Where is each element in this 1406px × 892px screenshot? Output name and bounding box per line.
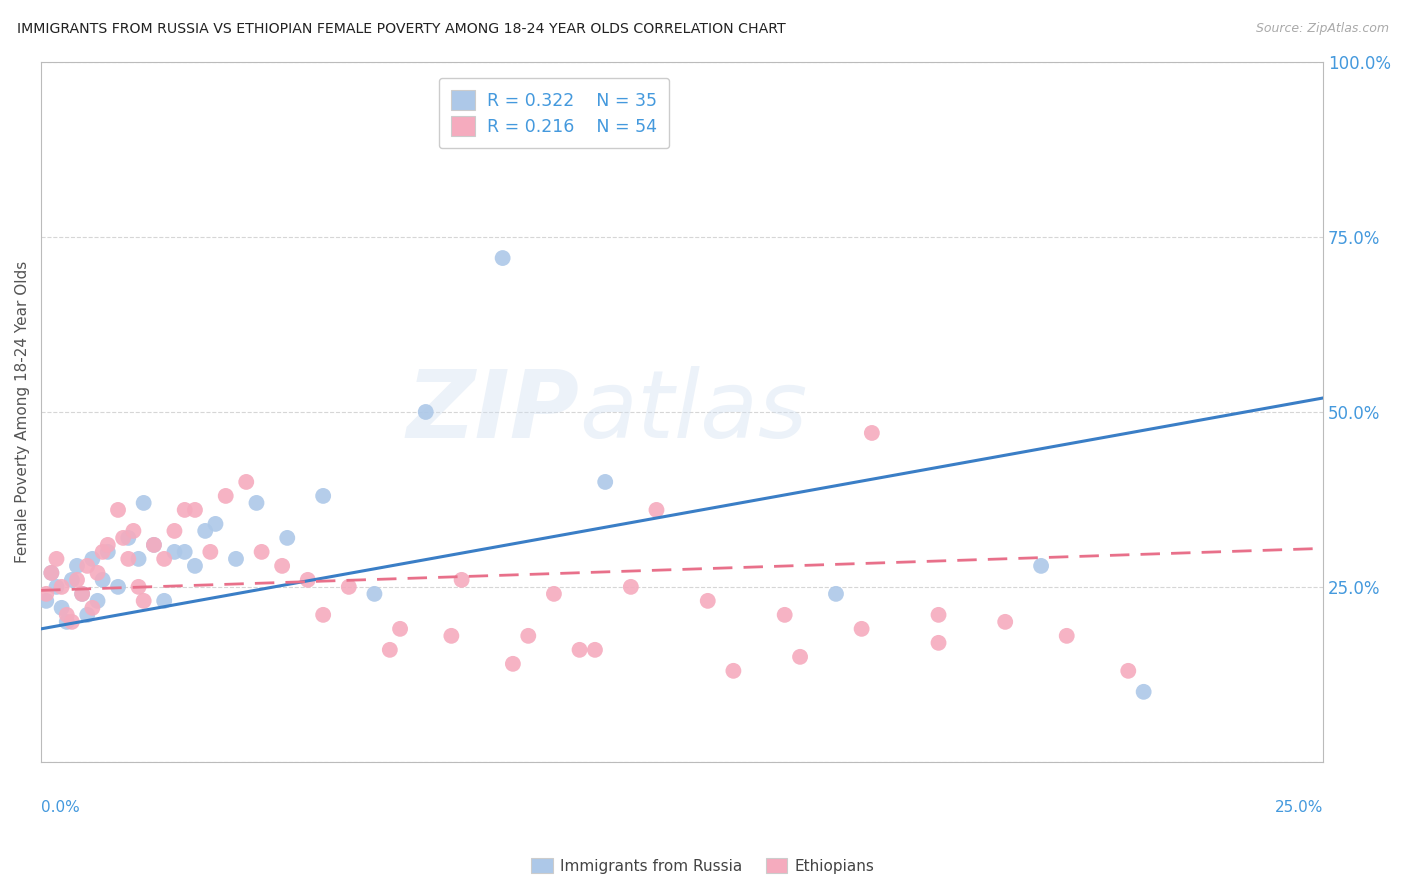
- Point: [825, 587, 848, 601]
- Point: [122, 524, 145, 538]
- Text: 25.0%: 25.0%: [1275, 800, 1323, 815]
- Point: [378, 643, 401, 657]
- Point: [66, 558, 89, 573]
- Point: [70, 587, 93, 601]
- Point: [112, 531, 135, 545]
- Text: Source: ZipAtlas.com: Source: ZipAtlas.com: [1256, 22, 1389, 36]
- Point: [70, 587, 93, 601]
- Point: [35, 587, 58, 601]
- Point: [312, 489, 335, 503]
- Point: [1029, 558, 1052, 573]
- Point: [928, 636, 950, 650]
- Point: [860, 425, 883, 440]
- Point: [450, 573, 472, 587]
- Point: [107, 503, 129, 517]
- Point: [337, 580, 360, 594]
- Point: [86, 566, 108, 580]
- Point: [107, 580, 129, 594]
- Point: [163, 524, 186, 538]
- Text: atlas: atlas: [579, 367, 808, 458]
- Point: [66, 573, 89, 587]
- Point: [153, 552, 176, 566]
- Point: [55, 607, 77, 622]
- Point: [723, 664, 745, 678]
- Point: [543, 587, 565, 601]
- Point: [440, 629, 463, 643]
- Point: [200, 545, 222, 559]
- Text: IMMIGRANTS FROM RUSSIA VS ETHIOPIAN FEMALE POVERTY AMONG 18-24 YEAR OLDS CORRELA: IMMIGRANTS FROM RUSSIA VS ETHIOPIAN FEMA…: [17, 22, 786, 37]
- Point: [76, 607, 98, 622]
- Point: [60, 615, 83, 629]
- Point: [51, 580, 73, 594]
- Point: [928, 607, 950, 622]
- Point: [163, 545, 186, 559]
- Point: [142, 538, 165, 552]
- Point: [41, 566, 63, 580]
- Point: [173, 545, 195, 559]
- Point: [1116, 664, 1139, 678]
- Text: 0.0%: 0.0%: [41, 800, 80, 815]
- Point: [994, 615, 1017, 629]
- Point: [583, 643, 606, 657]
- Legend: Immigrants from Russia, Ethiopians: Immigrants from Russia, Ethiopians: [526, 852, 880, 880]
- Point: [593, 475, 616, 489]
- Point: [45, 580, 67, 594]
- Point: [91, 573, 114, 587]
- Point: [117, 552, 139, 566]
- Point: [363, 587, 385, 601]
- Point: [502, 657, 524, 671]
- Point: [851, 622, 873, 636]
- Point: [389, 622, 412, 636]
- Point: [97, 545, 120, 559]
- Point: [789, 649, 811, 664]
- Point: [91, 545, 114, 559]
- Point: [132, 594, 155, 608]
- Point: [51, 600, 73, 615]
- Point: [415, 405, 437, 419]
- Point: [128, 552, 150, 566]
- Point: [235, 475, 257, 489]
- Point: [491, 251, 513, 265]
- Point: [97, 538, 120, 552]
- Point: [645, 503, 668, 517]
- Point: [184, 503, 207, 517]
- Point: [215, 489, 238, 503]
- Point: [271, 558, 294, 573]
- Point: [117, 531, 139, 545]
- Point: [225, 552, 247, 566]
- Point: [82, 552, 104, 566]
- Point: [86, 594, 108, 608]
- Point: [312, 607, 335, 622]
- Text: ZIP: ZIP: [406, 366, 579, 458]
- Point: [245, 496, 267, 510]
- Point: [82, 600, 104, 615]
- Point: [517, 629, 540, 643]
- Point: [35, 594, 58, 608]
- Point: [173, 503, 195, 517]
- Point: [696, 594, 718, 608]
- Point: [1132, 685, 1154, 699]
- Point: [41, 566, 63, 580]
- Point: [1056, 629, 1078, 643]
- Point: [204, 516, 226, 531]
- Point: [76, 558, 98, 573]
- Point: [276, 531, 298, 545]
- Y-axis label: Female Poverty Among 18-24 Year Olds: Female Poverty Among 18-24 Year Olds: [15, 260, 30, 563]
- Point: [142, 538, 165, 552]
- Point: [184, 558, 207, 573]
- Point: [194, 524, 217, 538]
- Point: [132, 496, 155, 510]
- Point: [153, 594, 176, 608]
- Point: [250, 545, 273, 559]
- Point: [60, 573, 83, 587]
- Point: [568, 643, 591, 657]
- Point: [45, 552, 67, 566]
- Point: [773, 607, 796, 622]
- Point: [55, 615, 77, 629]
- Point: [128, 580, 150, 594]
- Point: [620, 580, 643, 594]
- Point: [297, 573, 319, 587]
- Legend: R = 0.322    N = 35, R = 0.216    N = 54: R = 0.322 N = 35, R = 0.216 N = 54: [439, 78, 669, 148]
